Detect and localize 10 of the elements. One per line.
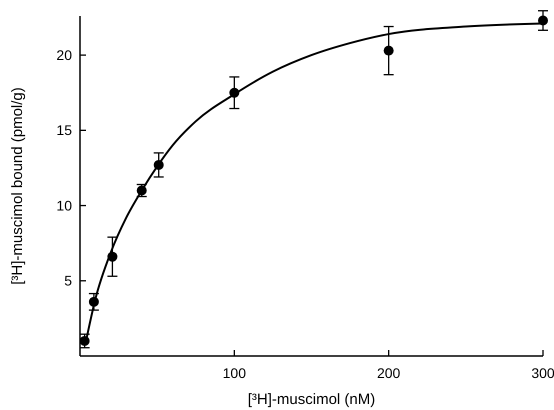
y-axis-title: [³H]-muscimol bound (pmol/g): [9, 87, 26, 285]
point: [384, 46, 394, 56]
x-tick-label: 300: [531, 365, 554, 381]
y-tick-label: 20: [56, 47, 72, 64]
x-tick-label: 200: [376, 365, 401, 381]
x-tick-label: 100: [222, 365, 246, 381]
y-tick-label: 5: [64, 272, 72, 289]
y-tick-label: 15: [56, 122, 72, 138]
y-tick-label: 10: [56, 197, 72, 214]
x-axis-title: [³H]-muscimol (nM): [248, 391, 376, 408]
